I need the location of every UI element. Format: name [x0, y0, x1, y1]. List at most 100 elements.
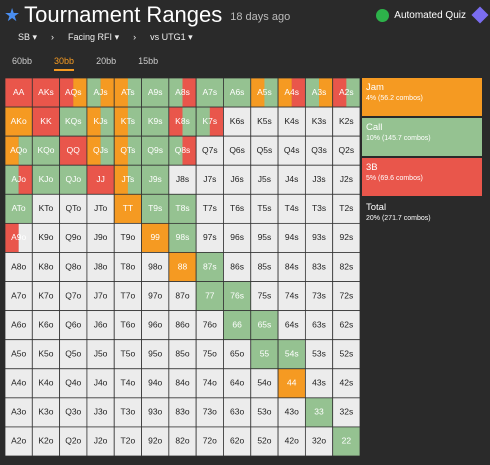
cell-fill	[168, 252, 197, 282]
cell-fill	[127, 107, 142, 137]
cell-fill	[32, 310, 60, 340]
hand-label: A6o	[11, 319, 26, 329]
hand-label: 62s	[339, 319, 353, 329]
hand-label: QTo	[65, 203, 81, 213]
cell-fill	[223, 252, 251, 282]
cell-fill	[182, 78, 197, 108]
hand-label: A6s	[230, 87, 245, 97]
cell-fill	[346, 78, 360, 108]
cell-fill	[305, 397, 333, 427]
cell-fill	[196, 107, 211, 137]
hand-label: AJo	[11, 174, 26, 184]
cell-fill	[332, 78, 347, 108]
crumb[interactable]: vs UTG1 ▾	[150, 32, 193, 42]
cell-fill	[168, 78, 183, 108]
quiz-label: Automated Quiz	[394, 9, 466, 21]
hand-label: T7o	[121, 290, 136, 300]
hand-label: J8s	[176, 174, 189, 184]
hand-label: 97s	[203, 232, 217, 242]
cell-fill	[250, 194, 279, 224]
quiz-button[interactable]: Automated Quiz	[376, 6, 489, 24]
cell-fill	[114, 281, 142, 311]
hand-label: A3o	[11, 407, 26, 417]
tab[interactable]: 30bb	[54, 56, 75, 71]
hand-label: K6o	[38, 319, 53, 329]
cell-fill	[250, 281, 279, 311]
dice-icon[interactable]	[471, 6, 489, 24]
tab[interactable]: 60bb	[12, 56, 33, 66]
hand-label: A4s	[284, 87, 299, 97]
hand-label: J6s	[230, 174, 243, 184]
hand-label: 87s	[203, 261, 217, 271]
hand-label: 87o	[175, 290, 189, 300]
cell-fill	[250, 310, 279, 340]
hand-label: K5o	[38, 348, 53, 358]
hand-label: A4o	[11, 378, 26, 388]
cell-fill	[223, 136, 251, 166]
cell-fill	[196, 223, 224, 253]
hand-label: KTs	[121, 116, 135, 126]
hand-label: 95s	[258, 232, 272, 242]
legend-item[interactable]: Call 10% (145.7 combos)	[362, 118, 482, 156]
hand-label: KTo	[39, 203, 54, 213]
cell-fill	[278, 339, 306, 369]
hand-label: 86s	[230, 261, 244, 271]
legend-item[interactable]: 3B 5% (69.6 combos)	[362, 158, 482, 196]
cell-fill	[305, 426, 333, 456]
crumb[interactable]: SB ▾	[18, 32, 38, 42]
legend-detail: 4% (56.2 combos)	[366, 95, 423, 102]
hand-label: A9o	[11, 232, 26, 242]
legend-item[interactable]: Jam 4% (56.2 combos)	[362, 78, 482, 116]
hand-label: 77	[205, 290, 215, 300]
cell-fill	[332, 165, 360, 195]
cell-fill	[305, 223, 333, 253]
cell-fill	[18, 165, 33, 195]
cell-fill	[278, 194, 306, 224]
hand-label: 53o	[257, 407, 271, 417]
hand-label: Q2o	[65, 436, 81, 446]
hand-label: KJs	[93, 116, 107, 126]
cell-fill	[305, 136, 333, 166]
hand-label: 32s	[339, 407, 353, 417]
hand-label: 84o	[175, 378, 189, 388]
hand-label: 66	[232, 319, 242, 329]
cell-fill	[86, 194, 115, 224]
crumb[interactable]: Facing RFI ▾	[68, 32, 120, 42]
hand-label: Q3o	[65, 407, 81, 417]
tab[interactable]: 20bb	[96, 56, 117, 66]
hand-label: 92o	[148, 436, 162, 446]
cell-fill	[278, 223, 306, 253]
hand-label: AQs	[65, 87, 82, 97]
cell-fill	[332, 136, 360, 166]
cell-fill	[141, 252, 170, 282]
cell-fill	[332, 281, 360, 311]
hand-label: T4o	[121, 378, 136, 388]
cell-fill	[141, 310, 170, 340]
tab[interactable]: 15bb	[138, 56, 159, 66]
tabs: 60bb 30bb 20bb 15bb	[12, 56, 158, 71]
hand-label: 94s	[285, 232, 299, 242]
hand-label: A2o	[11, 436, 26, 446]
cell-fill	[168, 281, 197, 311]
hand-label: KK	[40, 116, 52, 126]
hand-label: K3o	[38, 407, 53, 417]
cell-fill	[32, 368, 60, 398]
hand-label: 22	[342, 436, 352, 446]
hand-label: K4s	[284, 116, 299, 126]
cell-fill	[5, 78, 33, 108]
hand-label: Q5o	[65, 348, 81, 358]
hand-label: A8o	[11, 261, 26, 271]
hand-label: J7s	[203, 174, 216, 184]
cell-fill	[223, 165, 251, 195]
star-icon[interactable]: ★	[4, 4, 21, 25]
cell-fill	[305, 252, 333, 282]
cell-fill	[114, 339, 142, 369]
hand-label: J7o	[94, 290, 108, 300]
hand-label: QJo	[65, 174, 81, 184]
hand-label: J6o	[94, 319, 108, 329]
cell-fill	[141, 194, 170, 224]
hand-label: T8o	[121, 261, 136, 271]
cell-fill	[59, 281, 88, 311]
cell-fill	[86, 136, 101, 166]
cell-fill	[250, 136, 279, 166]
